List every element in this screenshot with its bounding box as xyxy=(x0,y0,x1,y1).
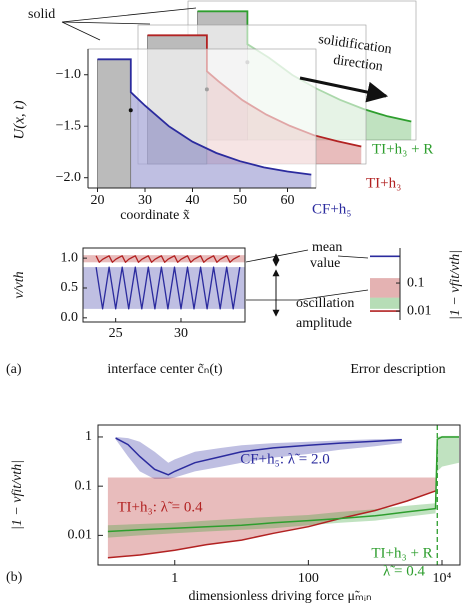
y-tick-label: 0.01 xyxy=(68,528,93,543)
y-axis-label: |1 − vfit/vth| xyxy=(10,460,25,530)
y-axis-label: U(x, t) xyxy=(11,100,27,139)
profile-line xyxy=(97,58,312,176)
x-tick-label: 30 xyxy=(174,326,188,341)
x-tick-label: 25 xyxy=(109,326,123,341)
band xyxy=(370,278,400,298)
annotation-leader xyxy=(245,249,369,301)
series-label: CF+h₅ xyxy=(312,201,352,217)
interface-dot xyxy=(128,108,133,113)
error-line xyxy=(107,490,436,559)
series-label: TI+h₃ + R xyxy=(371,545,432,561)
x-axis-label: dimensionless driving force μ̃ₘᵢₙ xyxy=(188,589,371,604)
series-label: TI+h₃ + R xyxy=(372,141,433,157)
panel-label: (b) xyxy=(6,570,23,585)
x-tick-label: 100 xyxy=(298,571,319,586)
x-axis-label: coordinate x̃ xyxy=(120,208,190,223)
error-line xyxy=(115,437,402,476)
error-band xyxy=(107,477,436,558)
series-label: TI+h₃: λ̃ = 0.4 xyxy=(117,499,203,515)
x-tick-label: 30 xyxy=(138,193,152,208)
direction-arrow xyxy=(299,76,389,103)
band xyxy=(83,255,245,263)
y-tick-label: −1.0 xyxy=(56,67,81,82)
y-axis-label: v/vth xyxy=(12,271,27,298)
annotation-leader xyxy=(61,7,197,41)
y-tick-label: 0.1 xyxy=(407,275,425,290)
series-label: TI+h₃ xyxy=(366,175,401,191)
annotation: value xyxy=(310,256,340,271)
annotation: amplitude xyxy=(296,316,352,331)
y-tick-label: 0.01 xyxy=(407,303,432,318)
y-tick-label: −2.0 xyxy=(56,170,81,185)
y-tick-label: 0.0 xyxy=(61,310,79,325)
error-band xyxy=(115,437,402,479)
velocity-line xyxy=(95,255,241,263)
band xyxy=(370,297,400,309)
solid-area xyxy=(97,59,132,189)
frame xyxy=(82,247,246,323)
annotation: solid xyxy=(28,7,55,22)
y-tick-label: 0.1 xyxy=(75,478,93,493)
x-tick-label: 50 xyxy=(233,193,247,208)
y-tick-label: 1 xyxy=(85,429,92,444)
y-tick-label: 0.5 xyxy=(61,280,79,295)
y-tick-label: −1.5 xyxy=(56,118,81,133)
x-tick-label: 20 xyxy=(91,193,105,208)
y-axis-label: |1 − vfit/vth| xyxy=(448,250,463,320)
x-tick-label: 60 xyxy=(281,193,295,208)
x-axis-label: interface center c̃ₙ(t) xyxy=(107,362,222,377)
frame xyxy=(97,424,461,566)
liquid-area xyxy=(97,59,312,188)
annotation: oscillation xyxy=(296,296,354,311)
plot-layer: TI+h₃ + R TI+h₃ CF+h₅ 20 30 40 50 60 −1.0 −1.5 −2.… xyxy=(10,0,463,604)
annotation: λ̃ = 0.4 xyxy=(383,563,425,579)
panel-label: (a) xyxy=(6,362,22,377)
x-tick-label: 1 xyxy=(171,571,178,586)
x-axis-label: Error description xyxy=(350,362,445,377)
y-tick-label: 1.0 xyxy=(61,250,79,265)
x-tick-label: 10⁴ xyxy=(433,571,452,586)
series-label: CF+h₅: λ̃ = 2.0 xyxy=(240,451,329,467)
annotation: mean xyxy=(312,240,342,255)
velocity-line xyxy=(95,266,241,310)
x-tick-label: 40 xyxy=(186,193,200,208)
annotation: direction xyxy=(332,53,383,75)
